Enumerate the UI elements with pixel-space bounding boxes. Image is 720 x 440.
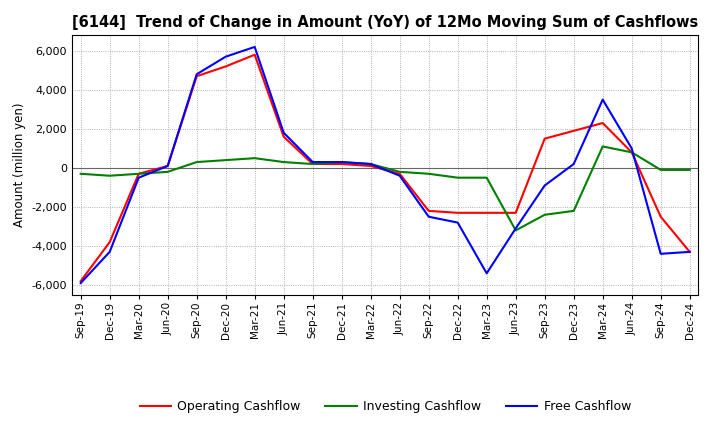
Investing Cashflow — [511, 228, 520, 233]
Line: Investing Cashflow: Investing Cashflow — [81, 147, 690, 231]
Free Cashflow — [338, 159, 346, 165]
Investing Cashflow — [454, 175, 462, 180]
Free Cashflow — [163, 163, 172, 169]
Investing Cashflow — [685, 167, 694, 172]
Investing Cashflow — [221, 158, 230, 163]
Investing Cashflow — [251, 155, 259, 161]
Operating Cashflow — [424, 208, 433, 213]
Operating Cashflow — [221, 64, 230, 69]
Free Cashflow — [424, 214, 433, 220]
Operating Cashflow — [76, 279, 85, 284]
Free Cashflow — [221, 54, 230, 59]
Operating Cashflow — [598, 121, 607, 126]
Investing Cashflow — [395, 169, 404, 175]
Investing Cashflow — [598, 144, 607, 149]
Investing Cashflow — [192, 159, 201, 165]
Investing Cashflow — [627, 150, 636, 155]
Free Cashflow — [570, 161, 578, 167]
Operating Cashflow — [163, 163, 172, 169]
Legend: Operating Cashflow, Investing Cashflow, Free Cashflow: Operating Cashflow, Investing Cashflow, … — [135, 396, 636, 418]
Title: [6144]  Trend of Change in Amount (YoY) of 12Mo Moving Sum of Cashflows: [6144] Trend of Change in Amount (YoY) o… — [72, 15, 698, 30]
Investing Cashflow — [657, 167, 665, 172]
Free Cashflow — [657, 251, 665, 257]
Free Cashflow — [105, 249, 114, 254]
Free Cashflow — [76, 280, 85, 286]
Operating Cashflow — [366, 163, 375, 169]
Operating Cashflow — [685, 249, 694, 254]
Operating Cashflow — [338, 161, 346, 167]
Operating Cashflow — [395, 171, 404, 176]
Investing Cashflow — [163, 169, 172, 175]
Investing Cashflow — [541, 212, 549, 217]
Investing Cashflow — [105, 173, 114, 178]
Free Cashflow — [395, 173, 404, 178]
Investing Cashflow — [424, 171, 433, 176]
Free Cashflow — [627, 146, 636, 151]
Investing Cashflow — [279, 159, 288, 165]
Free Cashflow — [482, 271, 491, 276]
Operating Cashflow — [135, 171, 143, 176]
Operating Cashflow — [105, 239, 114, 245]
Operating Cashflow — [251, 52, 259, 57]
Investing Cashflow — [570, 208, 578, 213]
Operating Cashflow — [279, 134, 288, 139]
Operating Cashflow — [192, 73, 201, 79]
Free Cashflow — [366, 161, 375, 167]
Free Cashflow — [279, 130, 288, 136]
Operating Cashflow — [511, 210, 520, 216]
Free Cashflow — [251, 44, 259, 50]
Investing Cashflow — [366, 161, 375, 167]
Operating Cashflow — [454, 210, 462, 216]
Operating Cashflow — [541, 136, 549, 141]
Operating Cashflow — [657, 214, 665, 220]
Operating Cashflow — [570, 128, 578, 133]
Investing Cashflow — [482, 175, 491, 180]
Free Cashflow — [192, 72, 201, 77]
Line: Operating Cashflow: Operating Cashflow — [81, 55, 690, 281]
Free Cashflow — [454, 220, 462, 225]
Free Cashflow — [135, 175, 143, 180]
Free Cashflow — [308, 159, 317, 165]
Free Cashflow — [685, 249, 694, 254]
Investing Cashflow — [135, 171, 143, 176]
Investing Cashflow — [308, 161, 317, 167]
Free Cashflow — [511, 226, 520, 231]
Free Cashflow — [598, 97, 607, 102]
Operating Cashflow — [482, 210, 491, 216]
Operating Cashflow — [308, 161, 317, 167]
Line: Free Cashflow: Free Cashflow — [81, 47, 690, 283]
Operating Cashflow — [627, 150, 636, 155]
Free Cashflow — [541, 183, 549, 188]
Investing Cashflow — [338, 159, 346, 165]
Investing Cashflow — [76, 171, 85, 176]
Y-axis label: Amount (million yen): Amount (million yen) — [13, 103, 26, 227]
